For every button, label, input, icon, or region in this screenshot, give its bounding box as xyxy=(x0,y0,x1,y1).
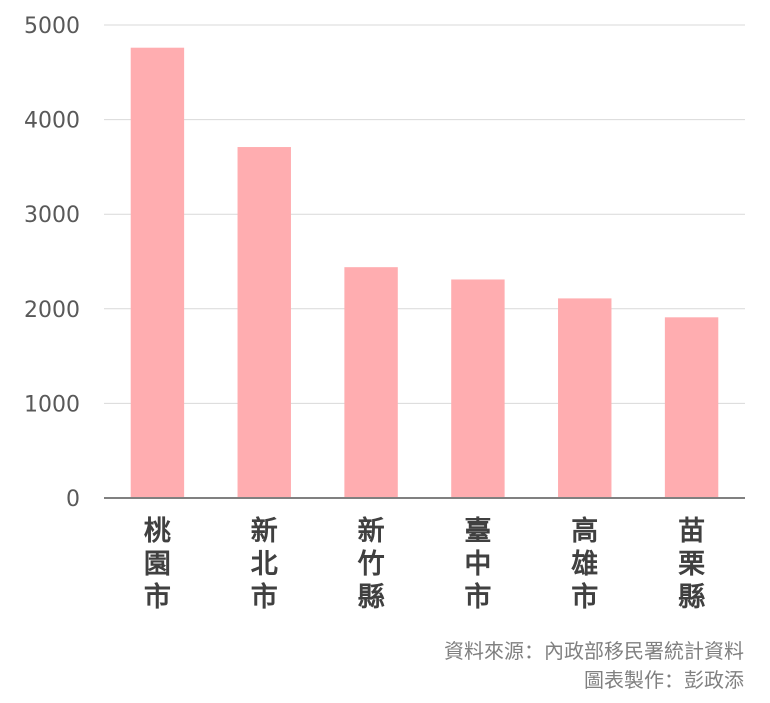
bar xyxy=(237,147,291,498)
y-tick-label: 5000 xyxy=(24,14,80,39)
x-tick-label: 臺中市 xyxy=(464,516,491,613)
x-tick-label: 苗栗縣 xyxy=(678,516,705,613)
y-tick-label: 2000 xyxy=(24,298,80,323)
y-tick-label: 3000 xyxy=(24,203,80,228)
x-tick-label: 桃園市 xyxy=(144,516,171,613)
bar xyxy=(664,317,719,498)
bar-chart: 0 1000 2000 3000 4000 5000 桃園市 新北市 新竹縣 臺中市 高雄市 苗栗縣 xyxy=(24,14,745,613)
y-tick-label: 4000 xyxy=(24,109,80,134)
x-tick-label: 新竹縣 xyxy=(357,515,385,613)
x-tick-label: 新北市 xyxy=(251,515,278,613)
bar xyxy=(130,47,185,498)
x-tick-label: 高雄市 xyxy=(570,515,598,613)
bar xyxy=(558,298,612,498)
y-tick-label: 0 xyxy=(66,487,80,512)
y-tick-label: 1000 xyxy=(24,392,80,417)
bar xyxy=(451,279,505,498)
author-note: 圖表製作：彭政添 xyxy=(584,668,744,692)
bar xyxy=(344,267,398,498)
source-note: 資料來源：內政部移民署統計資料 xyxy=(444,639,744,663)
